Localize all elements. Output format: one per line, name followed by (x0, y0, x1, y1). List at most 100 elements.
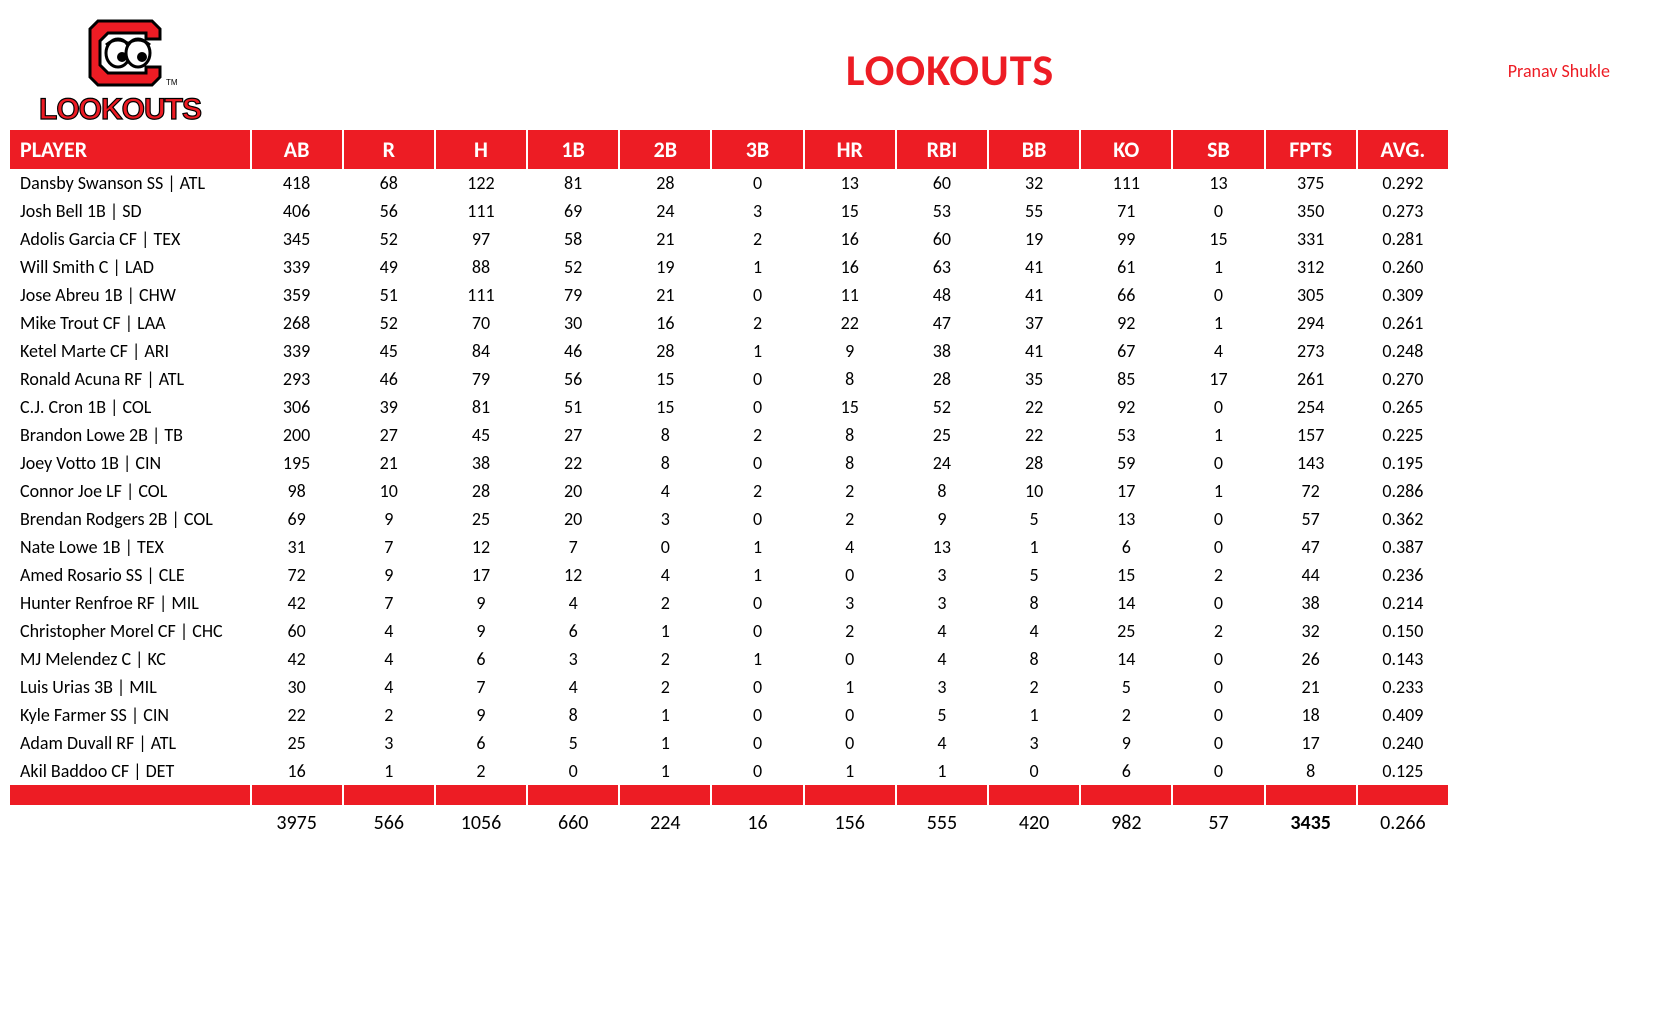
cell-b2: 16 (619, 309, 711, 337)
table-row: Kyle Farmer SS | CIN222981005120180.409 (10, 701, 1449, 729)
cell-r: 4 (343, 617, 435, 645)
cell-ab: 306 (251, 393, 343, 421)
cell-b3: 3 (711, 197, 803, 225)
table-row: Mike Trout CF | LAA268527030162224737921… (10, 309, 1449, 337)
cell-ko: 59 (1080, 449, 1172, 477)
cell-sb: 1 (1172, 421, 1264, 449)
cell-h: 6 (435, 729, 527, 757)
cell-hr: 16 (804, 253, 896, 281)
cell-player: Joey Votto 1B | CIN (10, 449, 251, 477)
cell-b3: 0 (711, 617, 803, 645)
cell-bb: 41 (988, 337, 1080, 365)
cell-b1: 46 (527, 337, 619, 365)
cell-avg: 0.286 (1357, 477, 1449, 505)
cell-b2: 28 (619, 169, 711, 197)
cell-player: Luis Urias 3B | MIL (10, 673, 251, 701)
cell-bb: 28 (988, 449, 1080, 477)
cell-bb: 35 (988, 365, 1080, 393)
cell-sb: 4 (1172, 337, 1264, 365)
cell-avg: 0.233 (1357, 673, 1449, 701)
cell-avg: 0.248 (1357, 337, 1449, 365)
col-header-ab: AB (251, 130, 343, 169)
cell-avg: 0.309 (1357, 281, 1449, 309)
cell-b3: 1 (711, 645, 803, 673)
cell-b2: 4 (619, 477, 711, 505)
cell-sb: 0 (1172, 673, 1264, 701)
cell-r: 1 (343, 757, 435, 785)
cell-avg: 0.240 (1357, 729, 1449, 757)
cell-b1: 52 (527, 253, 619, 281)
cell-ab: 200 (251, 421, 343, 449)
cell-avg: 0.125 (1357, 757, 1449, 785)
cell-h: 17 (435, 561, 527, 589)
cell-rbi: 52 (896, 393, 988, 421)
cell-sb: 0 (1172, 589, 1264, 617)
cell-h: 9 (435, 701, 527, 729)
cell-rbi: 53 (896, 197, 988, 225)
cell-b1: 6 (527, 617, 619, 645)
cell-b1: 5 (527, 729, 619, 757)
cell-ab: 339 (251, 337, 343, 365)
cell-r: 56 (343, 197, 435, 225)
cell-h: 12 (435, 533, 527, 561)
cell-sb: 0 (1172, 505, 1264, 533)
cell-fpts: 44 (1265, 561, 1357, 589)
cell-ko: 6 (1080, 757, 1172, 785)
cell-r: 9 (343, 561, 435, 589)
table-row: Joey Votto 1B | CIN195213822808242859014… (10, 449, 1449, 477)
cell-avg: 0.265 (1357, 393, 1449, 421)
cell-b2: 28 (619, 337, 711, 365)
cell-sb: 17 (1172, 365, 1264, 393)
cell-b2: 15 (619, 393, 711, 421)
cell-ko: 71 (1080, 197, 1172, 225)
cell-hr: 15 (804, 197, 896, 225)
cell-player: Adolis Garcia CF | TEX (10, 225, 251, 253)
cell-fpts: 273 (1265, 337, 1357, 365)
cell-ab: 195 (251, 449, 343, 477)
cell-player: MJ Melendez C | KC (10, 645, 251, 673)
table-row: Brendan Rodgers 2B | COL6992520302951305… (10, 505, 1449, 533)
table-header: PLAYERABRH1B2B3BHRRBIBBKOSBFPTSAVG. (10, 130, 1449, 169)
cell-h: 9 (435, 589, 527, 617)
cell-h: 111 (435, 197, 527, 225)
cell-rbi: 60 (896, 225, 988, 253)
cell-b3: 1 (711, 337, 803, 365)
cell-ko: 99 (1080, 225, 1172, 253)
cell-fpts: 72 (1265, 477, 1357, 505)
cell-b3: 0 (711, 729, 803, 757)
cell-fpts: 21 (1265, 673, 1357, 701)
cell-b1: 7 (527, 533, 619, 561)
total-r: 566 (343, 805, 435, 841)
cell-b2: 8 (619, 421, 711, 449)
cell-hr: 2 (804, 505, 896, 533)
col-header-1b: 1B (527, 130, 619, 169)
cell-rbi: 63 (896, 253, 988, 281)
cell-hr: 0 (804, 701, 896, 729)
header: TM LOOKOUTS LOOKOUTS Pranav Shukle (10, 10, 1650, 130)
total-b2: 224 (619, 805, 711, 841)
col-header-h: H (435, 130, 527, 169)
cell-avg: 0.260 (1357, 253, 1449, 281)
cell-player: Mike Trout CF | LAA (10, 309, 251, 337)
cell-b2: 24 (619, 197, 711, 225)
cell-sb: 0 (1172, 757, 1264, 785)
cell-b3: 0 (711, 281, 803, 309)
cell-bb: 1 (988, 533, 1080, 561)
table-row: Dansby Swanson SS | ATL41868122812801360… (10, 169, 1449, 197)
cell-ko: 25 (1080, 617, 1172, 645)
cell-sb: 0 (1172, 645, 1264, 673)
cell-fpts: 47 (1265, 533, 1357, 561)
cell-ab: 359 (251, 281, 343, 309)
cell-b1: 79 (527, 281, 619, 309)
cell-b1: 30 (527, 309, 619, 337)
cell-r: 68 (343, 169, 435, 197)
cell-r: 7 (343, 533, 435, 561)
cell-bb: 22 (988, 393, 1080, 421)
cell-b1: 56 (527, 365, 619, 393)
cell-avg: 0.150 (1357, 617, 1449, 645)
cell-sb: 2 (1172, 561, 1264, 589)
total-hr: 156 (804, 805, 896, 841)
table-row: Adam Duvall RF | ATL253651004390170.240 (10, 729, 1449, 757)
table-row: Hunter Renfroe RF | MIL4279420338140380.… (10, 589, 1449, 617)
table-row: MJ Melendez C | KC4246321048140260.143 (10, 645, 1449, 673)
